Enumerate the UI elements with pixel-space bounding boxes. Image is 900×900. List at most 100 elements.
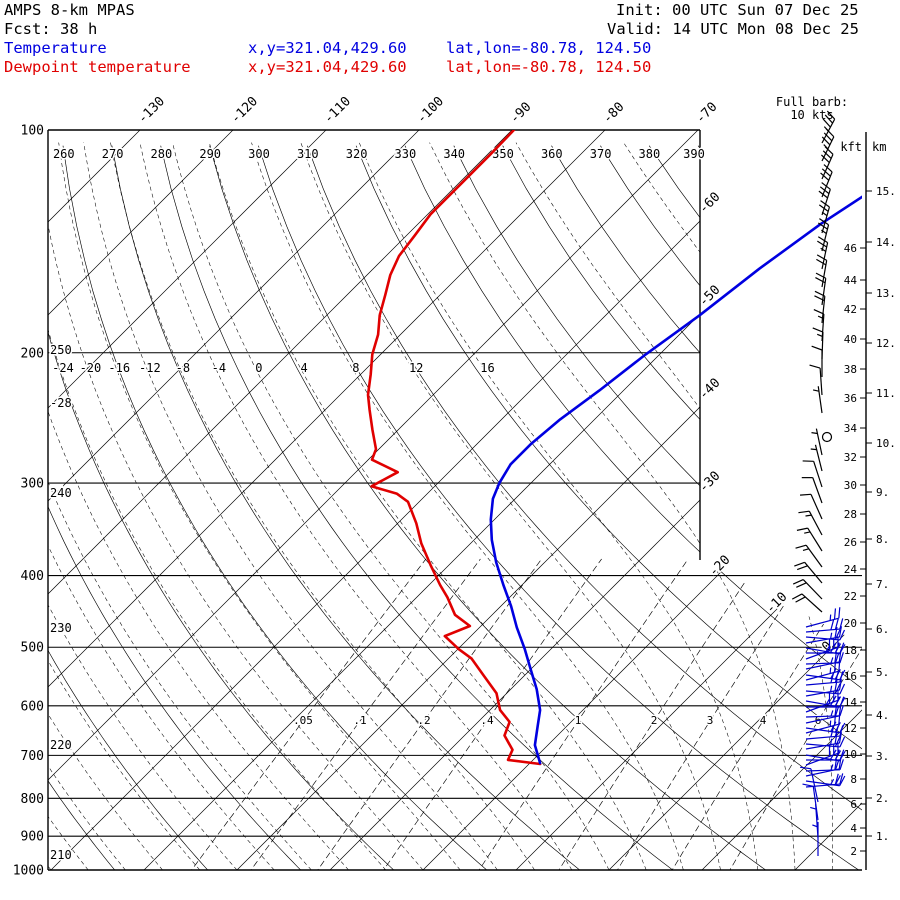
moist-adiabat-line bbox=[48, 142, 163, 870]
moist-adiabat-line bbox=[48, 142, 126, 870]
km-axis-title: km bbox=[872, 140, 886, 154]
pressure-label: 400 bbox=[21, 569, 44, 584]
model-title: AMPS 8-km MPAS bbox=[4, 1, 135, 19]
mixing-ratio-label: .4 bbox=[480, 714, 494, 727]
theta-celsius-label: -12 bbox=[139, 361, 161, 375]
isotherm-line bbox=[48, 130, 327, 870]
wind-barb bbox=[805, 713, 841, 734]
dry-adiabat-line bbox=[697, 145, 862, 870]
kft-tick-label: 28 bbox=[844, 508, 857, 521]
full-barb-legend-title: Full barb: bbox=[776, 95, 848, 109]
mixing-ratio-label: .1 bbox=[353, 714, 366, 727]
kft-tick-label: 2 bbox=[850, 845, 857, 858]
wind-barb bbox=[805, 705, 844, 718]
skewt-grid bbox=[0, 130, 862, 886]
theta-celsius-label: -8 bbox=[176, 361, 190, 375]
kft-tick-label: 8 bbox=[850, 773, 857, 786]
wind-barb bbox=[800, 493, 823, 520]
dry-adiabat-line bbox=[209, 145, 789, 870]
wind-barb bbox=[798, 510, 823, 536]
dry-adiabat-line bbox=[160, 145, 694, 870]
isotherm-label: -130 bbox=[135, 94, 168, 127]
theta-label: 270 bbox=[102, 147, 124, 161]
theta-label: 320 bbox=[346, 147, 368, 161]
theta-label: 330 bbox=[395, 147, 417, 161]
dry-adiabat-line bbox=[404, 145, 862, 870]
wind-barb bbox=[805, 671, 844, 686]
isotherm-line bbox=[329, 130, 862, 870]
dry-adiabat-line bbox=[62, 145, 506, 870]
wind-barb bbox=[802, 460, 823, 488]
calm-wind-circle bbox=[821, 431, 833, 443]
isotherm-line bbox=[701, 130, 862, 870]
wind-barb bbox=[811, 428, 823, 456]
wind-barb bbox=[802, 783, 819, 821]
pressure-label: 300 bbox=[21, 477, 44, 492]
wind-barb bbox=[795, 544, 823, 568]
wind-barb bbox=[817, 236, 829, 270]
wind-barb bbox=[817, 218, 830, 252]
wind-barb bbox=[811, 345, 823, 377]
mixing-ratio-line bbox=[374, 558, 602, 870]
temperature-xy: x,y=321.04,429.60 bbox=[248, 39, 407, 57]
km-tick-label: 3. bbox=[876, 750, 889, 763]
wind-barb bbox=[809, 364, 823, 396]
kft-tick-label: 32 bbox=[844, 451, 857, 464]
km-tick-label: 15. bbox=[876, 185, 896, 198]
isotherm-line bbox=[236, 130, 862, 870]
theta-celsius-label: 8 bbox=[352, 361, 359, 375]
dry-adiabat-line bbox=[0, 146, 33, 886]
theta-label: 390 bbox=[683, 147, 705, 161]
wind-barb bbox=[820, 164, 833, 198]
km-tick-label: 1. bbox=[876, 830, 889, 843]
temperature-curve bbox=[489, 195, 862, 765]
mixing-ratio-line bbox=[308, 558, 542, 870]
isotherm-line bbox=[608, 130, 862, 870]
dry-adiabat-line bbox=[111, 145, 600, 870]
theta-label: 380 bbox=[639, 147, 661, 161]
kft-tick-label: 26 bbox=[844, 536, 857, 549]
wind-barb bbox=[796, 527, 823, 552]
dry-adiabat-line bbox=[48, 145, 128, 870]
theta-label: 260 bbox=[53, 147, 75, 161]
km-tick-label: 9. bbox=[876, 486, 889, 499]
theta-celsius-label: 12 bbox=[409, 361, 423, 375]
wind-barb bbox=[791, 593, 823, 613]
pressure-label: 100 bbox=[21, 124, 44, 139]
mixing-ratio-line bbox=[181, 558, 427, 870]
pressure-label: 900 bbox=[21, 830, 44, 845]
theta-celsius-label: 16 bbox=[480, 361, 494, 375]
mixing-ratio-line bbox=[722, 558, 862, 870]
moist-adiabat-line bbox=[172, 142, 610, 870]
isotherm-label: -110 bbox=[321, 94, 354, 127]
theta-label: 280 bbox=[151, 147, 173, 161]
kft-tick-label: 44 bbox=[844, 274, 858, 287]
mixing-ratio-label: 1 bbox=[575, 714, 582, 727]
chart-header: AMPS 8-km MPAS Init: 00 UTC Sun 07 Dec 2… bbox=[4, 1, 859, 122]
mixing-ratio-line bbox=[664, 558, 862, 870]
moist-adiabat-line bbox=[48, 142, 312, 870]
kft-tick-label: 4 bbox=[850, 822, 857, 835]
isotherm-label: -100 bbox=[414, 94, 447, 127]
theta-celsius-label: -16 bbox=[108, 361, 130, 375]
theta-label: 220 bbox=[50, 738, 72, 752]
kft-tick-label: 24 bbox=[844, 563, 858, 576]
km-tick-label: 5. bbox=[876, 666, 889, 679]
moist-adiabat-line bbox=[429, 142, 796, 870]
moist-adiabat-line bbox=[139, 142, 573, 870]
pressure-label: 1000 bbox=[13, 864, 44, 879]
mixing-ratio-line bbox=[609, 558, 815, 870]
theta-label: 300 bbox=[248, 147, 270, 161]
wind-barb bbox=[815, 272, 827, 306]
mixing-ratio-line bbox=[550, 558, 761, 870]
isotherm-line bbox=[50, 130, 792, 870]
km-tick-label: 11. bbox=[876, 387, 896, 400]
moist-adiabat-line bbox=[48, 142, 349, 870]
kft-tick-label: 20 bbox=[844, 617, 857, 630]
km-tick-label: 4. bbox=[876, 709, 889, 722]
kft-tick-label: 46 bbox=[844, 242, 857, 255]
km-tick-label: 12. bbox=[876, 337, 896, 350]
wind-barb bbox=[792, 579, 823, 600]
mixing-ratio-label: 2 bbox=[651, 714, 658, 727]
isotherm-line bbox=[48, 130, 699, 870]
